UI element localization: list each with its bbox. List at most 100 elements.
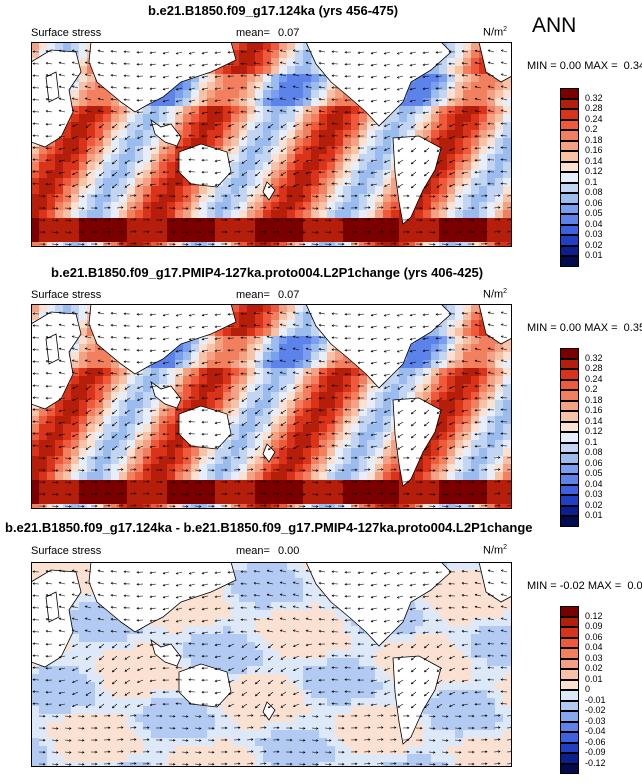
- colorbar-swatch: [560, 453, 579, 464]
- colorbar-tick-label: 0.28: [585, 103, 603, 113]
- colorbar-swatch: [560, 130, 579, 141]
- colorbar-swatch: [560, 411, 579, 422]
- colorbar-tick-label: 0.06: [585, 631, 603, 642]
- colorbar-tick-label: 0.16: [585, 145, 603, 155]
- panel-2-title: b.e21.B1850.f09_g17.PMIP4-127ka.proto004…: [51, 265, 484, 280]
- colorbar-tick-label: 0.03: [585, 652, 603, 663]
- panel-2-min-max: MIN = 0.00 MAX = 0.35: [527, 322, 642, 334]
- colorbar-tick-label: 0.01: [585, 250, 603, 260]
- colorbar-tick-label: 0.05: [585, 468, 603, 478]
- colorbar-tick-label: 0.28: [585, 363, 603, 373]
- colorbar-swatch: [560, 421, 579, 432]
- colorbar-swatch: [560, 616, 579, 627]
- colorbar-tick-label: -0.06: [585, 736, 606, 747]
- colorbar-swatch: [560, 182, 579, 193]
- colorbar-swatch: [560, 669, 579, 680]
- colorbar-swatch: [560, 606, 579, 617]
- colorbar-tick-label: 0.01: [585, 510, 603, 520]
- colorbar-tick-label: 0.14: [585, 415, 603, 426]
- colorbar-tick-label: 0.24: [585, 113, 603, 124]
- colorbar-swatch: [560, 400, 579, 411]
- colorbar-swatch: [560, 358, 579, 369]
- colorbar-tick-label: 0.02: [585, 239, 603, 250]
- colorbar-swatch: [560, 495, 579, 506]
- colorbar-swatch: [560, 690, 579, 701]
- colorbar-tick-label: -0.09: [585, 747, 606, 757]
- colorbar-tick-label: 0.12: [585, 610, 603, 621]
- colorbar-tick-label: 0.09: [585, 621, 603, 631]
- colorbar-tick-label: 0.18: [585, 134, 603, 145]
- colorbar-swatch: [560, 516, 579, 527]
- colorbar-swatch: [560, 742, 579, 753]
- colorbar-swatch: [560, 474, 579, 485]
- colorbar-swatch: [560, 627, 579, 638]
- colorbar-tick-label: 0.05: [585, 208, 603, 218]
- colorbar-tick-label: 0.2: [585, 124, 598, 134]
- panel-2-units: N/m2: [483, 288, 508, 301]
- colorbar-swatch: [560, 432, 579, 443]
- colorbar-swatch: [560, 763, 579, 774]
- colorbar-tick-label: 0.03: [585, 489, 603, 499]
- colorbar-tick-label: 0.04: [585, 642, 603, 652]
- colorbar-tick-label: -0.02: [585, 705, 606, 715]
- colorbar-swatch: [560, 172, 579, 183]
- colorbar-swatch: [560, 161, 579, 172]
- colorbar-tick-label: -0.03: [585, 715, 606, 726]
- colorbar-swatch: [560, 648, 579, 659]
- colorbar-tick-label: 0.2: [585, 384, 598, 394]
- panel-2-mean-label: mean=: [236, 289, 270, 301]
- colorbar-tick-label: 0.12: [585, 426, 603, 436]
- colorbar-swatch: [560, 151, 579, 162]
- colorbar-swatch: [560, 658, 579, 669]
- colorbar-tick-label: 0.06: [585, 197, 603, 208]
- colorbar-tick-label: 0.06: [585, 457, 603, 468]
- colorbar-swatch: [560, 700, 579, 711]
- panel-1-variable-label: Surface stress: [31, 27, 102, 39]
- colorbar-tick-label: -0.04: [585, 726, 606, 736]
- colorbar-swatch: [560, 348, 579, 359]
- colorbar-swatch: [560, 235, 579, 246]
- panel-1-units: N/m2: [483, 26, 508, 39]
- colorbar-tick-label: -0.01: [585, 694, 606, 705]
- colorbar-tick-label: 0.04: [585, 218, 603, 229]
- colorbar-tick-label: 0.08: [585, 187, 603, 197]
- colorbar-tick-label: 0.04: [585, 478, 603, 489]
- colorbar-swatch: [560, 379, 579, 390]
- colorbar-tick-label: 0.01: [585, 673, 603, 684]
- colorbar-swatch: [560, 442, 579, 453]
- colorbar-swatch: [560, 224, 579, 235]
- panel-3-units: N/m2: [483, 544, 508, 557]
- colorbar-tick-label: 0.16: [585, 405, 603, 415]
- colorbar-swatch: [560, 711, 579, 722]
- colorbar-swatch: [560, 214, 579, 225]
- colorbar-tick-label: 0.24: [585, 373, 603, 384]
- colorbar-tick-label: 0.1: [585, 436, 598, 447]
- panel-3-variable-label: Surface stress: [31, 545, 102, 557]
- panel-3-mean-value: 0.00: [278, 545, 300, 557]
- colorbar-tick-label: 0.18: [585, 394, 603, 405]
- colorbar-swatch: [560, 119, 579, 130]
- colorbar-swatch: [560, 98, 579, 109]
- colorbar-swatch: [560, 484, 579, 495]
- colorbar-tick-label: 0: [585, 684, 591, 694]
- panel-2-variable-label: Surface stress: [31, 289, 102, 301]
- colorbar-swatch: [560, 245, 579, 256]
- colorbar-swatch: [560, 109, 579, 120]
- colorbar-swatch: [560, 463, 579, 474]
- panel-1-min-max: MIN = 0.00 MAX = 0.34: [527, 60, 642, 72]
- panel-1-mean-label: mean=: [236, 27, 270, 39]
- panel-1-title: b.e21.B1850.f09_g17.124ka (yrs 456-475): [148, 3, 399, 18]
- colorbar-tick-label: 0.02: [585, 499, 603, 510]
- panel-3-title: b.e21.B1850.f09_g17.124ka - b.e21.B1850.…: [5, 520, 533, 535]
- panel-3-min-max: MIN = -0.02 MAX = 0.03: [527, 580, 642, 592]
- season-label: ANN: [532, 14, 577, 37]
- colorbar-swatch: [560, 203, 579, 214]
- panel-3-map: [31, 562, 512, 767]
- panel-3-mean-label: mean=: [236, 545, 270, 557]
- colorbar-tick-label: 0.32: [585, 92, 603, 103]
- colorbar-swatch: [560, 256, 579, 267]
- colorbar-swatch: [560, 679, 579, 690]
- panel-2-map: [31, 304, 512, 509]
- colorbar-swatch: [560, 193, 579, 204]
- colorbar-swatch: [560, 140, 579, 151]
